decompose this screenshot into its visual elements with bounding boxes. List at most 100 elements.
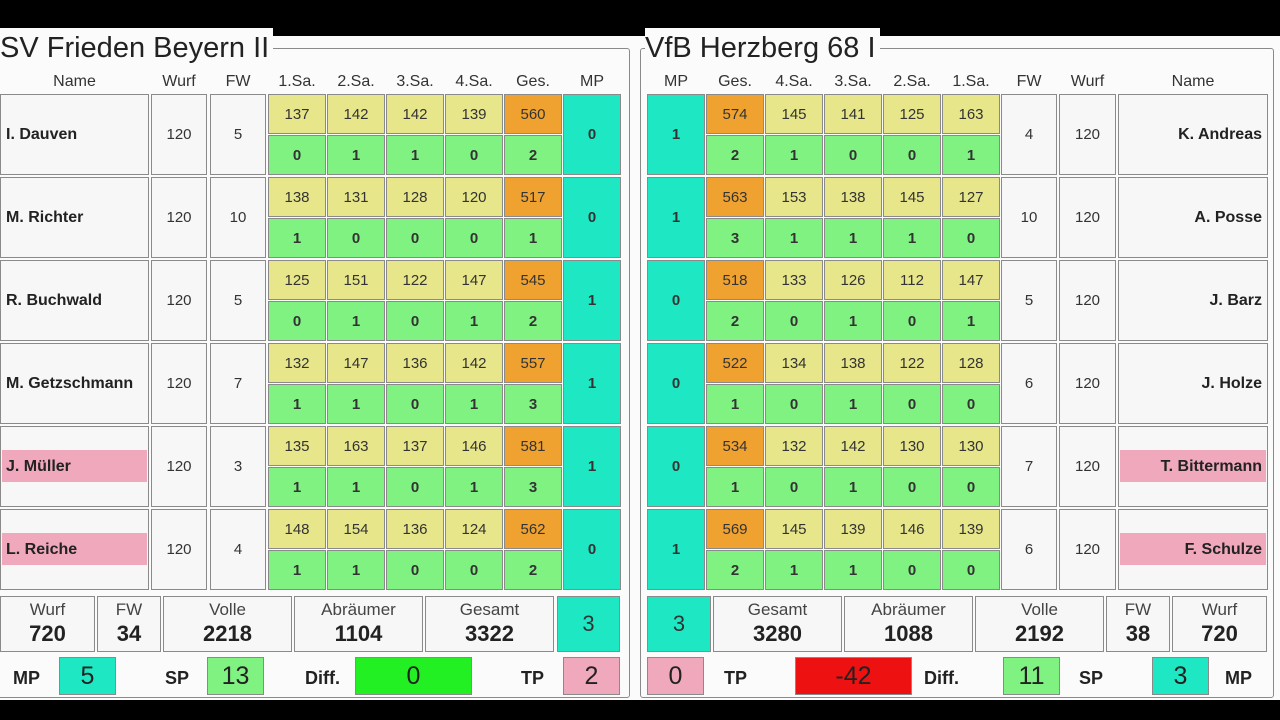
left-set-point: 1 [327, 384, 385, 424]
left-set-point: 1 [327, 550, 385, 590]
right-set-score: 153 [765, 177, 823, 217]
right-player-fw: 4 [1001, 94, 1057, 175]
right-player-total: 563 [706, 177, 764, 217]
right-summary-volle-label: Volle [1021, 600, 1058, 619]
right-footer-tp: 0 [647, 657, 704, 695]
left-footer-sp: 13 [207, 657, 264, 695]
right-set-score: 142 [824, 426, 882, 466]
left-player-name: J. Müller [0, 426, 149, 507]
left-summary-gesamt-label: Gesamt [459, 600, 520, 619]
right-header-sa3: 3.Sa. [834, 73, 872, 90]
player-name-label: F. Schulze [1184, 540, 1262, 558]
right-player-name: A. Posse [1118, 177, 1268, 258]
left-set-score: 148 [268, 509, 326, 549]
left-player-name: I. Dauven [0, 94, 149, 175]
right-player-fw: 5 [1001, 260, 1057, 341]
left-player-name: R. Buchwald [0, 260, 149, 341]
left-player-fw: 5 [210, 260, 266, 341]
right-set-point: 0 [942, 218, 1000, 258]
right-player-total: 569 [706, 509, 764, 549]
right-set-score: 145 [883, 177, 941, 217]
right-team-panel [640, 48, 1274, 698]
left-set-point: 1 [445, 384, 503, 424]
left-set-point: 1 [268, 467, 326, 507]
player-name-label: J. Holze [1201, 374, 1262, 392]
left-set-score: 147 [445, 260, 503, 300]
left-summary-volle-label: Volle [209, 600, 246, 619]
right-set-point: 0 [883, 467, 941, 507]
right-set-point: 1 [765, 135, 823, 175]
left-set-point: 0 [386, 550, 444, 590]
left-summary-gesamt-value: 3322 [465, 621, 514, 646]
right-player-total: 534 [706, 426, 764, 466]
right-set-score: 139 [824, 509, 882, 549]
left-set-point: 0 [445, 135, 503, 175]
left-summary-wurf-label: Wurf [29, 600, 66, 619]
substitute-marker [1120, 533, 1266, 565]
right-player-fw: 6 [1001, 509, 1057, 590]
right-set-score: 141 [824, 94, 882, 134]
right-set-score: 130 [883, 426, 941, 466]
right-set-point: 0 [765, 384, 823, 424]
right-player-fw: 6 [1001, 343, 1057, 424]
left-player-name: M. Richter [0, 177, 149, 258]
right-set-point: 1 [824, 384, 882, 424]
left-set-score: 163 [327, 426, 385, 466]
right-player-name: F. Schulze [1118, 509, 1268, 590]
right-set-score: 134 [765, 343, 823, 383]
left-set-score: 131 [327, 177, 385, 217]
right-header-ges: Ges. [718, 73, 752, 90]
right-footer-sp-label: SP [1079, 668, 1104, 688]
right-set-point: 0 [883, 301, 941, 341]
right-header-sa2: 2.Sa. [893, 73, 931, 90]
right-player-mp: 1 [647, 509, 705, 590]
right-set-score: 126 [824, 260, 882, 300]
right-set-point: 1 [942, 135, 1000, 175]
left-player-fw: 4 [210, 509, 266, 590]
left-header-sa2: 2.Sa. [337, 73, 375, 90]
left-set-point: 0 [327, 218, 385, 258]
left-summary-fw-value: 34 [116, 621, 142, 646]
right-header-wurf: Wurf [1070, 73, 1105, 90]
left-set-score: 120 [445, 177, 503, 217]
right-footer-sp: 11 [1003, 657, 1060, 695]
left-player-mp: 0 [563, 509, 621, 590]
left-set-score: 147 [327, 343, 385, 383]
right-player-wurf: 120 [1059, 94, 1116, 175]
right-summary-fw: FW 38 [1106, 596, 1170, 652]
left-footer-diff: 0 [355, 657, 472, 695]
left-set-score: 146 [445, 426, 503, 466]
right-player-name: T. Bittermann [1118, 426, 1268, 507]
right-set-score: 145 [765, 94, 823, 134]
left-set-point: 1 [268, 218, 326, 258]
right-summary-gesamt-value: 3280 [753, 621, 802, 646]
substitute-marker [2, 533, 147, 565]
right-summary-gesamt-label: Gesamt [747, 600, 808, 619]
left-footer-tp-label: TP [521, 668, 545, 688]
right-player-sp-total: 1 [706, 467, 764, 507]
right-player-sp-total: 2 [706, 550, 764, 590]
left-player-total: 581 [504, 426, 562, 466]
left-set-score: 136 [386, 509, 444, 549]
left-set-point: 1 [327, 467, 385, 507]
substitute-marker [2, 450, 147, 482]
right-player-sp-total: 3 [706, 218, 764, 258]
left-set-score: 142 [327, 94, 385, 134]
player-name-label: A. Posse [1194, 208, 1262, 226]
left-set-score: 139 [445, 94, 503, 134]
left-set-point: 1 [268, 550, 326, 590]
right-set-point: 0 [883, 135, 941, 175]
left-set-score: 137 [386, 426, 444, 466]
right-set-point: 0 [942, 384, 1000, 424]
left-player-fw: 5 [210, 94, 266, 175]
left-set-score: 132 [268, 343, 326, 383]
left-player-fw: 7 [210, 343, 266, 424]
right-set-score: 139 [942, 509, 1000, 549]
right-set-score: 145 [765, 509, 823, 549]
right-player-wurf: 120 [1059, 343, 1116, 424]
right-set-point: 0 [883, 550, 941, 590]
left-set-score: 137 [268, 94, 326, 134]
right-set-score: 132 [765, 426, 823, 466]
right-set-point: 1 [765, 550, 823, 590]
left-set-point: 0 [386, 218, 444, 258]
